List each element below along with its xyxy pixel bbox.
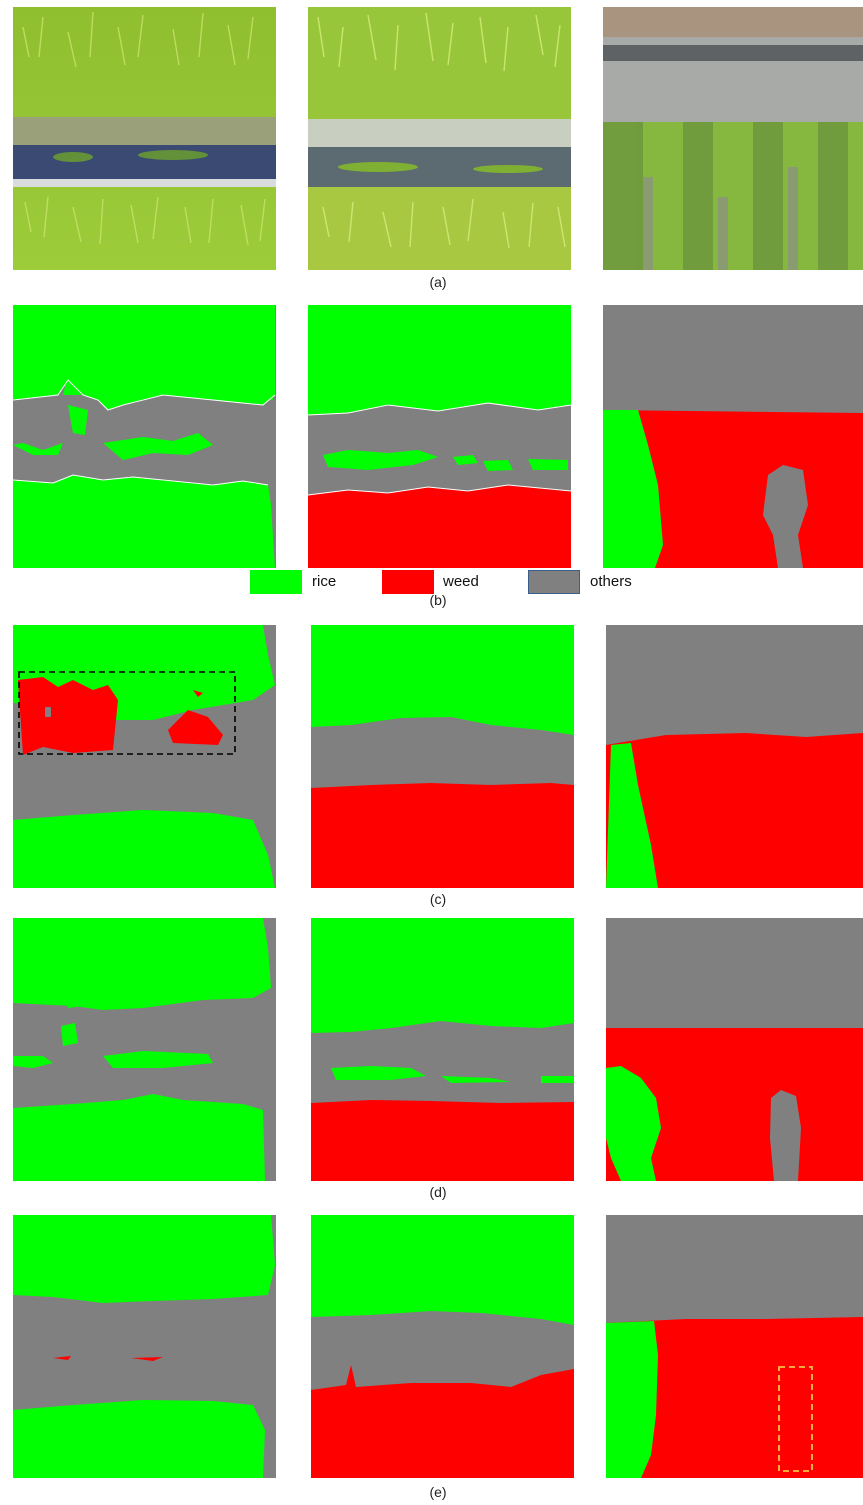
pred-c1 (13, 625, 276, 888)
legend-label-rice: rice (312, 573, 337, 590)
gt-b3 (603, 305, 863, 568)
pred-d3 (606, 918, 863, 1181)
highlight-box-black (18, 671, 236, 755)
caption-b: (b) (429, 592, 447, 608)
caption-c: (c) (429, 891, 447, 907)
pred-c2 (311, 625, 574, 888)
photo-a3 (603, 7, 863, 270)
caption-e: (e) (429, 1484, 447, 1500)
pred-d1 (13, 918, 276, 1181)
photo-a2 (308, 7, 571, 270)
pred-c3 (606, 625, 863, 888)
photo-a1 (13, 7, 276, 270)
caption-a: (a) (429, 274, 447, 290)
pred-d2 (311, 918, 574, 1181)
legend: rice weed others (0, 570, 863, 598)
pred-e3 (606, 1215, 863, 1478)
legend-swatch-rice (250, 570, 302, 594)
legend-swatch-weed (382, 570, 434, 594)
gt-b1 (13, 305, 276, 568)
highlight-box-yellow (778, 1366, 813, 1472)
pred-e2 (311, 1215, 574, 1478)
pred-e1 (13, 1215, 276, 1478)
caption-d: (d) (429, 1184, 447, 1200)
legend-label-weed: weed (443, 573, 479, 590)
legend-label-others: others (590, 573, 632, 590)
legend-swatch-others (528, 570, 580, 594)
gt-b2 (308, 305, 571, 568)
